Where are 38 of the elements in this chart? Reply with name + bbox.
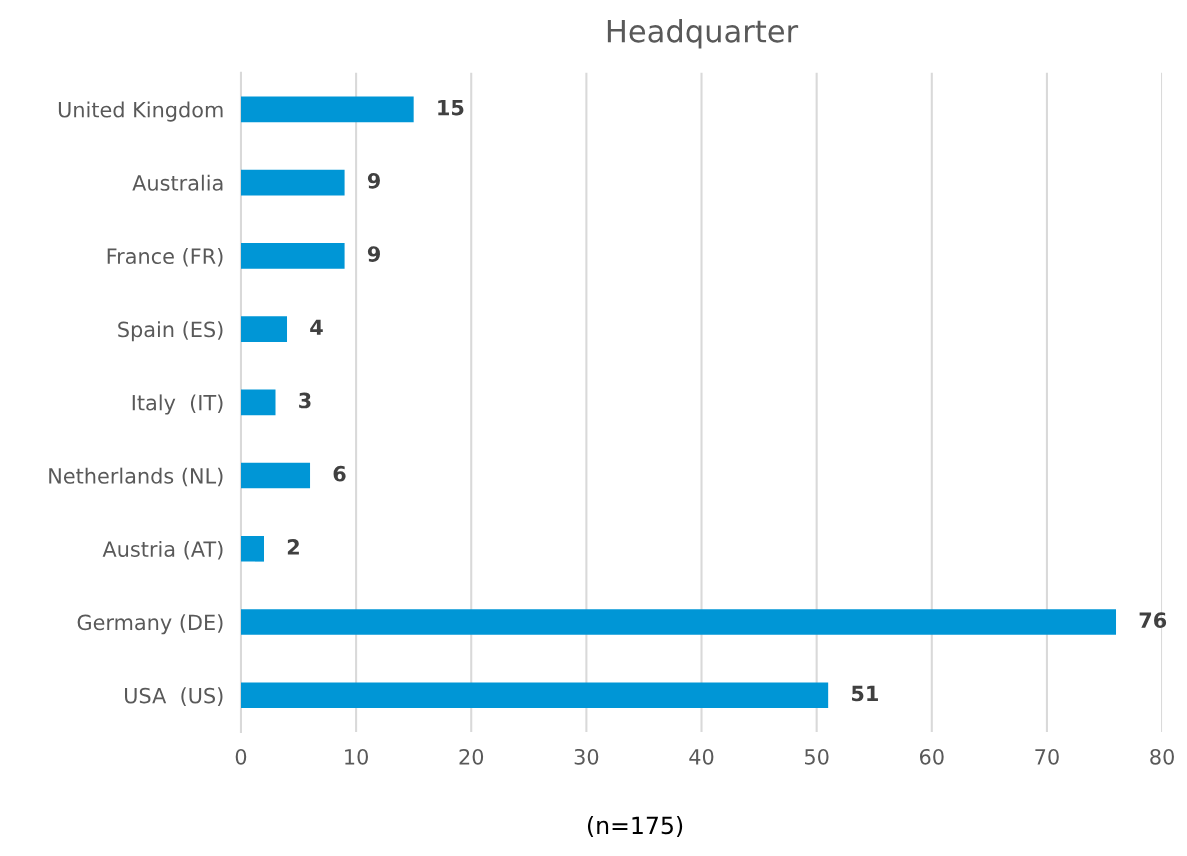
data-label: 4 (310, 319, 323, 335)
data-label: 2 (287, 539, 299, 555)
x-tick-label: 50 (805, 748, 829, 765)
bar (240, 609, 1117, 635)
data-label: 6 (333, 465, 346, 482)
text: (n=175) (587, 816, 683, 838)
bar (240, 462, 311, 489)
y-tick-label: Germany (DE) (77, 614, 223, 635)
x-tick-label: 60 (919, 748, 944, 765)
data-label: 3 (299, 392, 311, 409)
x-tick-label: 10 (345, 748, 368, 765)
bar (240, 243, 345, 269)
y-tick-label: USA (US) (125, 687, 223, 706)
bar (240, 535, 264, 562)
data-label: 15 (438, 99, 464, 116)
data-label: 9 (367, 246, 380, 262)
y-tick-label: Italy (IT) (132, 394, 223, 415)
y-tick-label: Australia (132, 174, 223, 191)
y-tick-label: France (FR) (107, 247, 223, 267)
chart-title: Headquarter (607, 18, 799, 49)
data-label: 76 (1139, 612, 1167, 629)
x-tick-label: 80 (1150, 748, 1174, 765)
bar (240, 96, 414, 123)
data-label: 51 (852, 685, 878, 702)
x-tick-label: 30 (574, 748, 599, 765)
bar (240, 682, 829, 709)
x-tick-label: 40 (689, 748, 714, 765)
bar (240, 389, 276, 416)
x-tick-label: 20 (459, 748, 484, 765)
bar (240, 169, 345, 196)
bar (240, 316, 288, 342)
y-tick-label: Austria (AT) (102, 540, 223, 560)
x-tick-label: 70 (1035, 748, 1059, 765)
x-tick-label: 0 (235, 748, 247, 765)
data-label: 9 (367, 172, 380, 189)
y-tick-label: Spain (ES) (118, 321, 223, 342)
y-tick-label: Netherlands (NL) (49, 467, 223, 487)
y-tick-label: United Kingdom (58, 101, 223, 122)
